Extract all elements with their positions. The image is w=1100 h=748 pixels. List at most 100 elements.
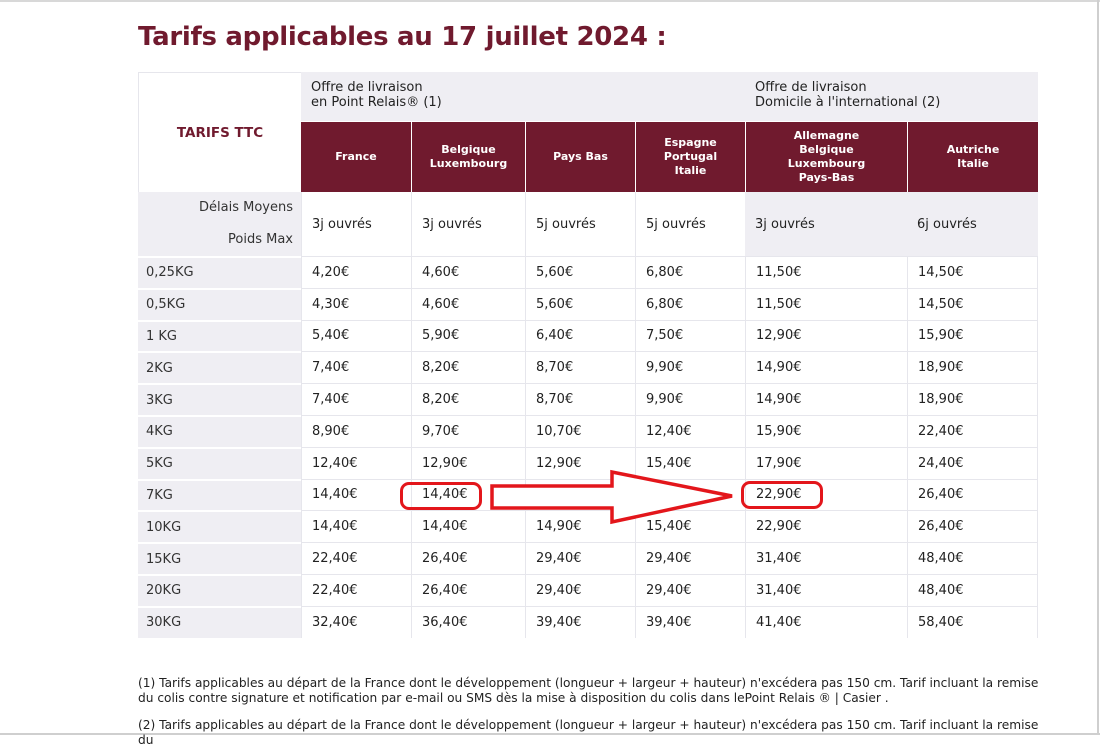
country-name: Luxembourg xyxy=(429,157,508,170)
price-cell: 8,90€ xyxy=(301,414,411,447)
table-row: 10KG 14,40€ 14,40€ 14,90€ 15,40€ 22,90€ 26,40€ xyxy=(138,510,1038,543)
price-cell: 31,40€ xyxy=(745,542,907,574)
price-cell: 12,90€ xyxy=(411,446,525,479)
weight-label: 2KG xyxy=(138,351,301,384)
delais-cell: 3j ouvrés xyxy=(745,192,907,256)
price-cell: 14,40€ xyxy=(301,510,411,543)
offer-point-relais-header: Offre de livraison en Point Relais® (1) xyxy=(301,72,745,121)
price-cell: 14,90€ xyxy=(525,510,635,543)
weight-label: 0,5KG xyxy=(138,287,301,320)
price-cell: 5,60€ xyxy=(525,287,635,320)
weight-label: 20KG xyxy=(138,573,301,606)
price-cell: 36,40€ xyxy=(411,605,525,638)
weight-label: 1 KG xyxy=(138,319,301,352)
price-cell: 24,40€ xyxy=(907,446,1038,479)
price-cell: 32,40€ xyxy=(301,605,411,638)
price-cell: 11,50€ xyxy=(745,287,907,320)
price-cell: 12,90€ xyxy=(745,319,907,352)
price-cell: 14,90€ xyxy=(745,351,907,384)
table-row: 20KG 22,40€ 26,40€ 29,40€ 29,40€ 31,40€ 48,40€ xyxy=(138,573,1038,606)
weight-label: 30KG xyxy=(138,605,301,638)
price-cell: 17,90€ xyxy=(745,446,907,479)
table-row: 5KG 12,40€ 12,90€ 12,90€ 15,40€ 17,90€ 24,40€ xyxy=(138,446,1038,479)
page-right-border xyxy=(1097,0,1099,735)
price-cell: 7,50€ xyxy=(635,319,745,352)
country-header-france: France xyxy=(301,121,411,192)
price-cell: 14,90€ xyxy=(745,383,907,415)
price-cell: 18,90€ xyxy=(907,351,1038,384)
price-cell: 5,40€ xyxy=(301,319,411,352)
country-name: Belgique xyxy=(441,143,496,156)
price-cell: 29,40€ xyxy=(525,573,635,606)
price-cell: 6,80€ xyxy=(635,287,745,320)
delais-cell: 5j ouvrés xyxy=(635,192,745,256)
country-name: Italie xyxy=(957,157,989,170)
table-row: 0,25KG 4,20€ 4,60€ 5,60€ 6,80€ 11,50€ 14,50€ xyxy=(138,256,1038,288)
price-cell: 7,40€ xyxy=(301,383,411,415)
country-name: Autriche xyxy=(946,143,1000,156)
offer-domicile-header: Offre de livraison Domicile à l'internat… xyxy=(745,72,1038,121)
price-cell: 48,40€ xyxy=(907,573,1038,606)
price-cell: 9,70€ xyxy=(411,414,525,447)
poids-max-label: Poids Max xyxy=(228,232,293,247)
weight-label: 4KG xyxy=(138,414,301,447)
price-cell: 31,40€ xyxy=(745,573,907,606)
weight-label: 7KG xyxy=(138,478,301,511)
country-name: Espagne xyxy=(664,136,717,149)
price-cell: 14,40€ xyxy=(411,510,525,543)
price-cell: 12,40€ xyxy=(635,414,745,447)
country-name: France xyxy=(335,150,377,163)
table-row: 30KG 32,40€ 36,40€ 39,40€ 39,40€ 41,40€ 58,40€ xyxy=(138,605,1038,638)
country-header-espagne-portugal-italie: Espagne Portugal Italie xyxy=(635,121,745,192)
country-name: Luxembourg xyxy=(787,157,866,170)
delais-poids-label: Délais Moyens Poids Max xyxy=(138,192,301,256)
price-cell: 26,40€ xyxy=(411,542,525,574)
price-cell: 41,40€ xyxy=(745,605,907,638)
table-row: 15KG 22,40€ 26,40€ 29,40€ 29,40€ 31,40€ 48,40€ xyxy=(138,542,1038,574)
price-cell: 10,70€ xyxy=(525,414,635,447)
price-cell: 39,40€ xyxy=(635,605,745,638)
price-cell: 29,40€ xyxy=(635,573,745,606)
price-cell: 29,40€ xyxy=(525,542,635,574)
price-cell: 11,50€ xyxy=(745,256,907,288)
price-cell: 9,90€ xyxy=(635,351,745,384)
price-cell: 4,60€ xyxy=(411,256,525,288)
price-cell: 5,90€ xyxy=(411,319,525,352)
price-cell: 26,40€ xyxy=(907,478,1038,511)
price-cell: 8,70€ xyxy=(525,383,635,415)
country-name: Portugal xyxy=(663,150,718,163)
price-cell: 14,50€ xyxy=(907,256,1038,288)
price-cell: 26,40€ xyxy=(907,510,1038,543)
corner-label: TARIFS TTC xyxy=(138,72,301,192)
price-cell: 15,40€ xyxy=(635,446,745,479)
footnote-2: (2) Tarifs applicables au départ de la F… xyxy=(138,718,1039,747)
country-name: Belgique xyxy=(799,143,854,156)
price-cell: 48,40€ xyxy=(907,542,1038,574)
table-row: 4KG 8,90€ 9,70€ 10,70€ 12,40€ 15,90€ 22,40€ xyxy=(138,414,1038,447)
price-cell: 18,90€ xyxy=(907,383,1038,415)
price-cell: 22,90€ xyxy=(745,510,907,543)
offer-domicile-line2: Domicile à l'international (2) xyxy=(755,95,941,110)
price-cell: 4,30€ xyxy=(301,287,411,320)
price-cell: 8,20€ xyxy=(411,351,525,384)
price-cell: 8,70€ xyxy=(525,351,635,384)
price-cell: 15,90€ xyxy=(907,319,1038,352)
price-cell: 39,40€ xyxy=(525,605,635,638)
price-cell: 5,60€ xyxy=(525,256,635,288)
price-cell: 22,40€ xyxy=(301,573,411,606)
price-cell: 4,60€ xyxy=(411,287,525,320)
price-cell: 6,80€ xyxy=(635,256,745,288)
price-cell: 4,20€ xyxy=(301,256,411,288)
country-name: Pays-Bas xyxy=(798,171,855,184)
delais-cell: 3j ouvrés xyxy=(301,192,411,256)
offer-domicile-line1: Offre de livraison xyxy=(755,80,867,95)
weight-label: 10KG xyxy=(138,510,301,543)
country-header-belgique-luxembourg: Belgique Luxembourg xyxy=(411,121,525,192)
page-top-border xyxy=(0,0,1100,2)
country-header-autriche-italie: Autriche Italie xyxy=(907,121,1038,192)
offer-point-relais-line1: Offre de livraison xyxy=(311,80,423,95)
price-cell: 26,40€ xyxy=(411,573,525,606)
country-name: Pays Bas xyxy=(553,150,608,163)
price-cell: 15,40€ xyxy=(635,510,745,543)
price-cell: 22,40€ xyxy=(907,414,1038,447)
